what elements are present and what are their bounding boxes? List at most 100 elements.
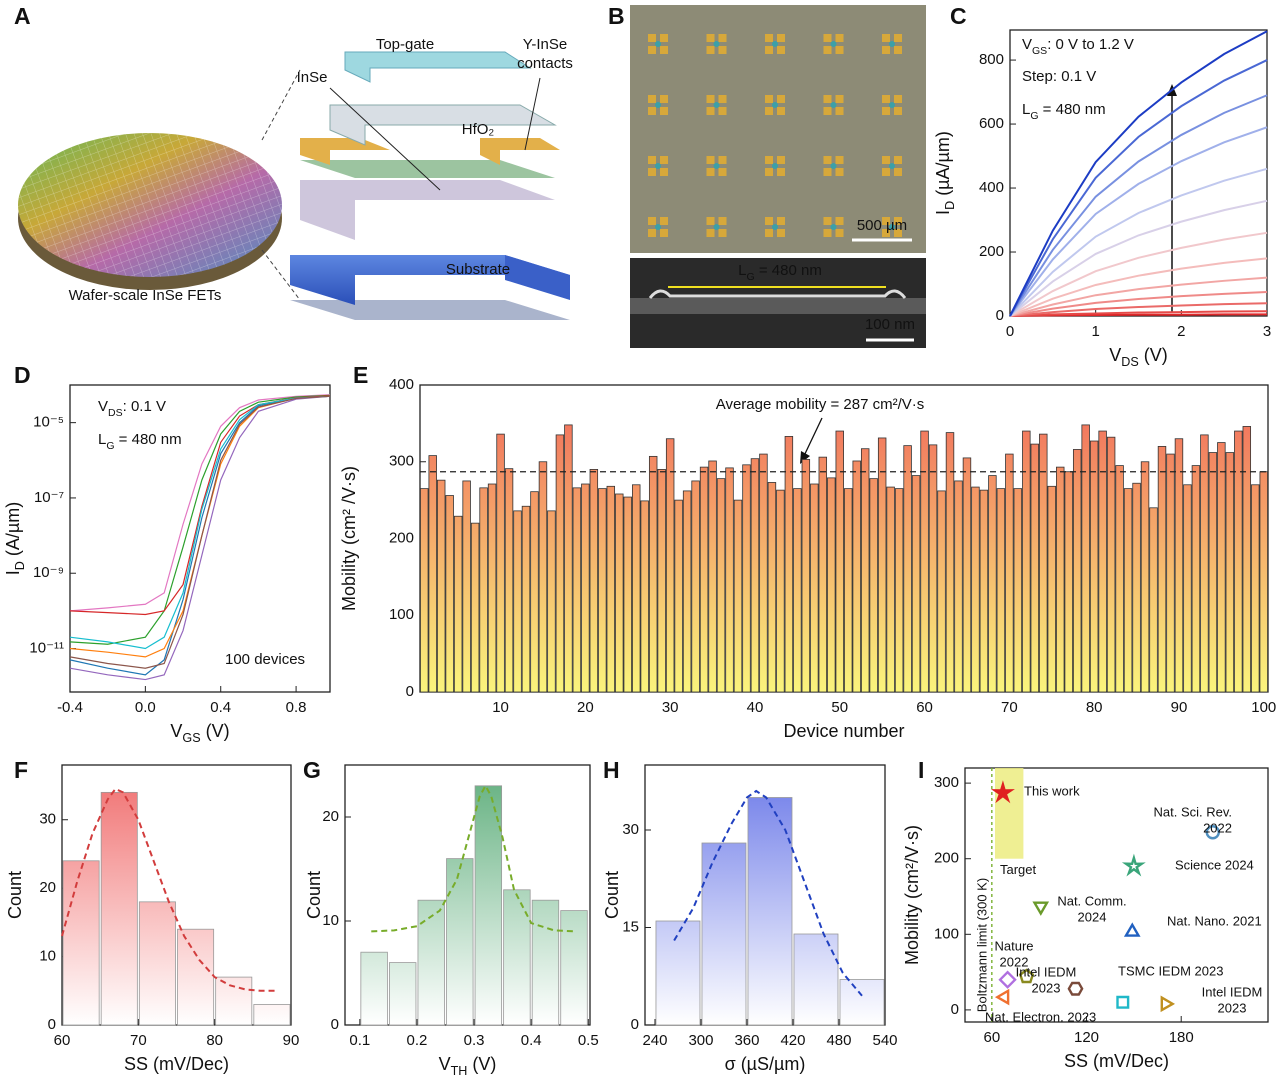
zoom-line [261, 249, 301, 301]
point-label: Nature [994, 938, 1033, 953]
y-tick-label: 10⁻⁷ [34, 489, 64, 506]
bar [1157, 445, 1167, 693]
x-tick-label: 300 [688, 1032, 713, 1049]
gate-length-label: LG = 480 nm [738, 262, 822, 283]
bar [810, 483, 819, 693]
bar [581, 483, 590, 693]
bar [1081, 424, 1090, 693]
x-axis-label-part: V [439, 1054, 451, 1074]
x-tick-label: 0.5 [578, 1032, 599, 1049]
bar [589, 469, 599, 693]
bar [648, 455, 658, 693]
histogram-bar [747, 797, 793, 1026]
curve [69, 394, 331, 645]
bar [521, 505, 531, 693]
point-label: TSMC IEDM 2023 [1118, 963, 1223, 978]
marker [1116, 995, 1130, 1009]
target-label: Target [1000, 862, 1037, 877]
x-tick-label: 90 [1171, 699, 1188, 716]
bar [470, 522, 480, 693]
point-label: 2022 [1203, 820, 1232, 835]
histogram-bar [138, 901, 176, 1026]
bar [699, 466, 709, 693]
y-tick-label: 0 [996, 307, 1004, 324]
point-label: 2023 [1032, 980, 1061, 995]
histogram-bar [474, 785, 503, 1026]
y-axis-label: Mobility (cm²/V·s) [902, 825, 922, 965]
insse-stack [300, 180, 555, 240]
y-axis-label: ID (µA/µm) [933, 131, 958, 215]
bar [462, 480, 471, 693]
x-tick-label: 0 [1006, 323, 1014, 340]
bar [920, 430, 929, 693]
x-axis-label-part: (V) [1139, 345, 1168, 365]
marker [990, 780, 1015, 804]
y-tick-label: 20 [322, 808, 339, 825]
bar [1072, 449, 1082, 693]
bar [1022, 430, 1031, 693]
bar [1242, 426, 1252, 693]
bar [1056, 466, 1065, 693]
annotation-part: G [106, 440, 114, 452]
y-axis-label: Count [5, 871, 25, 919]
bar [1106, 436, 1116, 693]
bar [1225, 452, 1235, 693]
x-tick-label: 120 [1074, 1029, 1099, 1046]
bar [750, 458, 760, 693]
y-axis-label-part: I [933, 210, 953, 215]
device-array [630, 5, 926, 253]
caption: Wafer-scale InSe FETs [69, 287, 222, 304]
annotation: Step: 0.1 V [1022, 68, 1096, 85]
curve [1009, 126, 1268, 317]
bar [1039, 433, 1048, 693]
bar [1174, 438, 1184, 693]
histogram-bar [177, 928, 215, 1026]
y-axis-label: Count [602, 871, 622, 919]
x-tick-label: 10 [492, 699, 509, 716]
y-tick-label: 100 [389, 606, 414, 623]
annotation-part: = 480 nm [115, 431, 182, 448]
annotation: LG = 480 nm [1022, 101, 1106, 122]
annotation: VDS: 0.1 V [98, 398, 166, 419]
bar [496, 433, 505, 693]
annotation-part: : 0 V to 1.2 V [1047, 36, 1134, 53]
substrate-side [505, 255, 570, 300]
scale-label: 100 nm [865, 316, 915, 333]
bar [793, 488, 802, 693]
x-axis-label-part: GS [182, 731, 200, 745]
label: contacts [517, 55, 573, 72]
bar [954, 480, 963, 693]
x-tick-label: 70 [130, 1032, 147, 1049]
y-tick-label: 200 [389, 529, 414, 546]
bar [759, 453, 768, 693]
point-label: Nat. Comm. [1057, 893, 1126, 908]
bar [623, 496, 632, 693]
annotation-part: = 480 nm [1039, 101, 1106, 118]
x-axis-label-part: V [170, 721, 182, 741]
x-axis-label-part: V [1109, 345, 1121, 365]
histogram-bar [215, 976, 253, 1026]
bar [1013, 488, 1023, 693]
x-axis-label-part: (V) [201, 721, 230, 741]
point-label: Science 2024 [1175, 857, 1254, 872]
bar [962, 457, 972, 693]
x-tick-label: 60 [983, 1029, 1000, 1046]
label: Substrate [446, 261, 510, 278]
y-tick-label: 0 [331, 1016, 339, 1033]
bar [445, 495, 454, 693]
panel-label: D [14, 362, 31, 388]
bar [453, 515, 463, 693]
x-axis-label: SS (mV/Dec) [124, 1054, 229, 1074]
bar [606, 485, 616, 693]
annotation-part: GS [1032, 45, 1047, 57]
bar [784, 436, 794, 693]
bar [1064, 471, 1073, 693]
x-axis-label: VDS (V) [1109, 345, 1168, 370]
x-tick-label: 1 [1091, 323, 1099, 340]
sem-layer [630, 298, 926, 314]
bar [504, 468, 514, 693]
y-tick-label: 300 [934, 774, 959, 791]
sem-gate [648, 289, 907, 299]
hfo2-layer [329, 104, 557, 146]
